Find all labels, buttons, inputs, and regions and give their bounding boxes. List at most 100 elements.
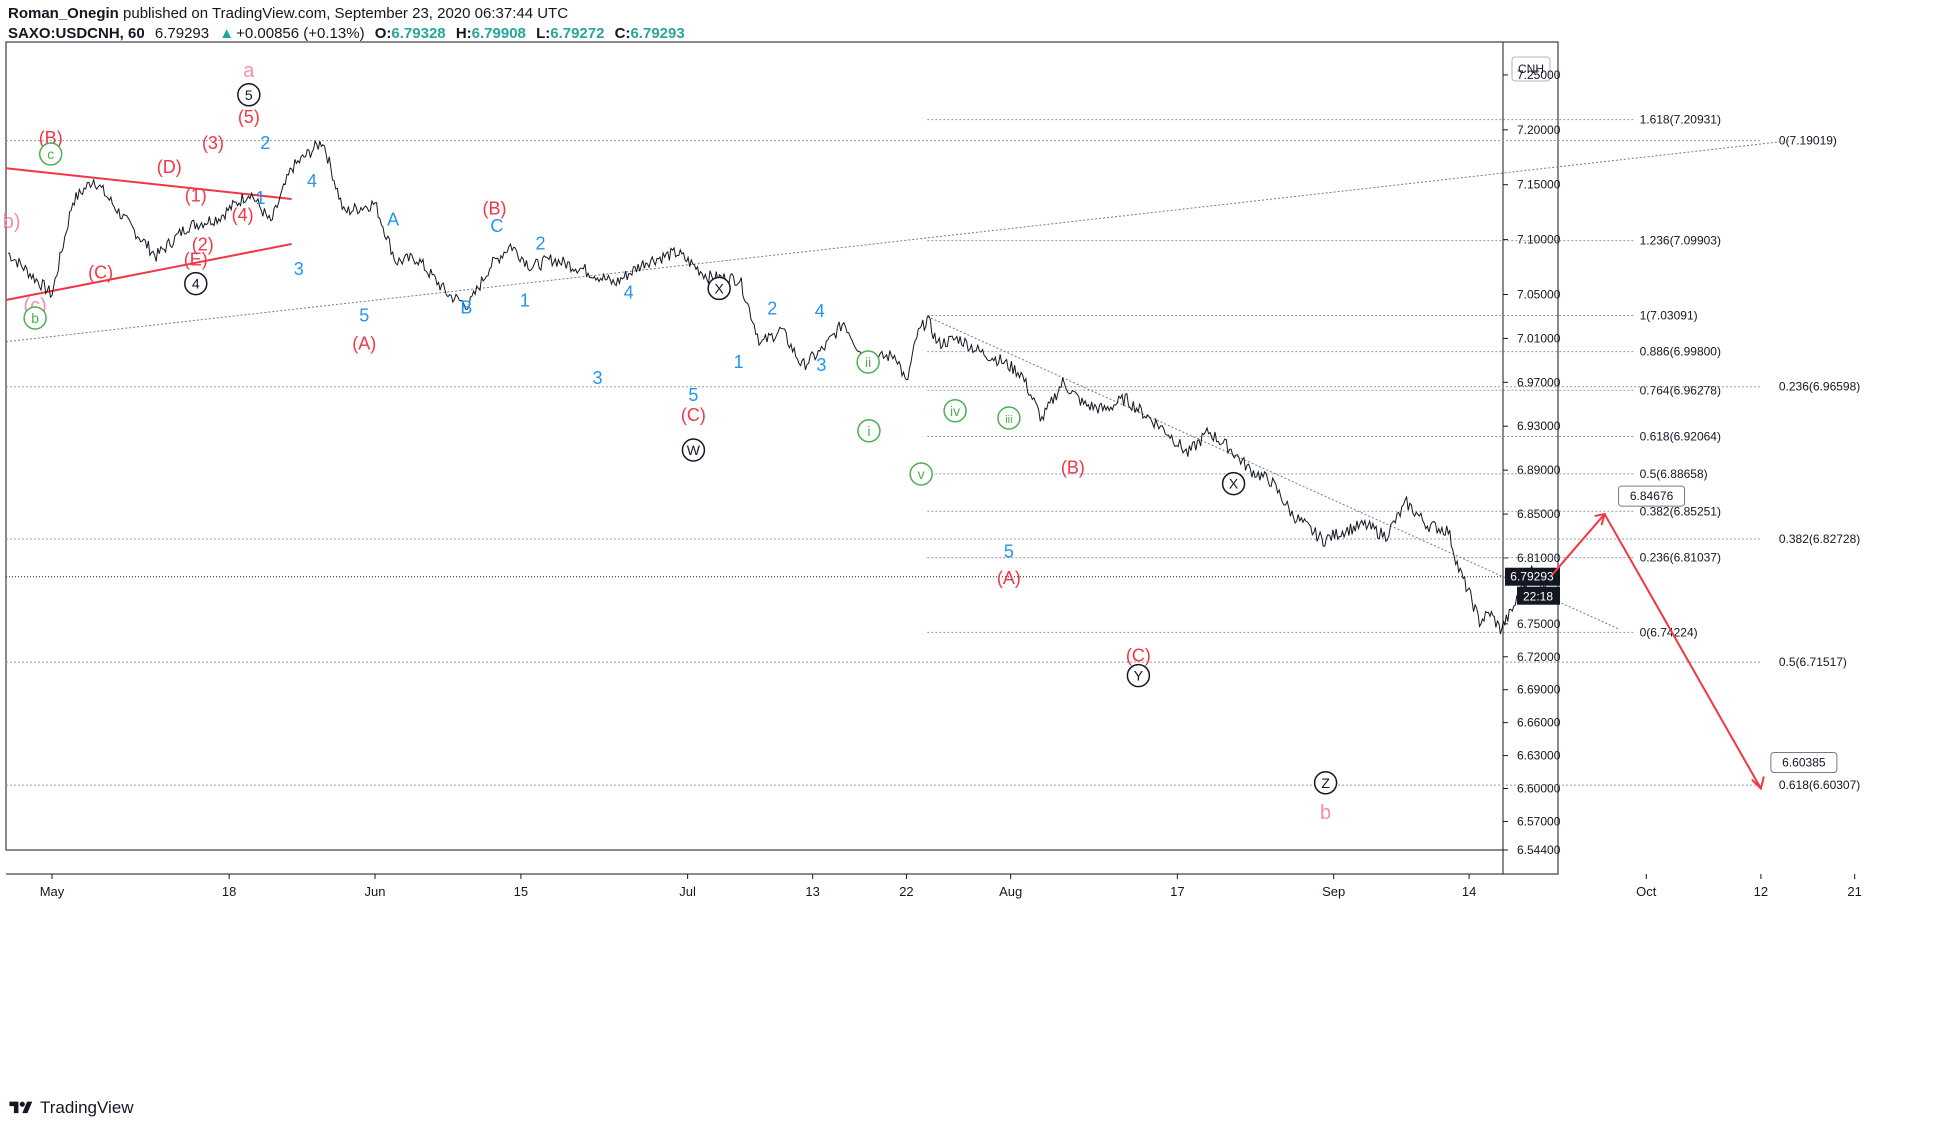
y-tick-label: 6.85000 — [1517, 507, 1561, 521]
wave-label: ii — [865, 354, 871, 370]
wave-label-circle — [237, 83, 261, 107]
y-tick-label: 6.72000 — [1517, 650, 1561, 664]
wave-label: iv — [950, 403, 960, 419]
author-name[interactable]: Roman_Onegin — [8, 5, 119, 22]
wave-label: (1) — [185, 186, 207, 206]
wave-label-circle — [856, 350, 880, 374]
footer-brand: TradingView — [40, 1098, 134, 1117]
last-price: 6.79293 — [154, 25, 210, 42]
low-label: L: — [536, 25, 551, 42]
y-tick-label: 7.20000 — [1517, 123, 1561, 137]
wave-label-circle — [1313, 771, 1338, 795]
price-callout-label: 6.84676 — [1630, 489, 1674, 503]
wave-label: 5 — [1004, 542, 1014, 562]
price-callout-box — [1770, 752, 1838, 774]
x-tick-label: Sep — [1322, 884, 1345, 899]
wave-label: (5) — [238, 107, 260, 127]
wave-label-circle — [23, 306, 47, 330]
arrowhead-down — [1751, 776, 1765, 791]
low-value: 6.79272 — [550, 25, 605, 42]
fib-level-label: 1.618(7.20931) — [1640, 113, 1721, 127]
x-tick-label: Jun — [365, 884, 386, 899]
projection-arrow-down — [1603, 513, 1762, 790]
fib-level-label: 0.5(6.88658) — [1640, 467, 1708, 481]
chart-header: Roman_Onegin published on TradingView.co… — [8, 4, 1408, 44]
wave-label: b — [31, 310, 39, 326]
channel-trendline — [927, 316, 1620, 630]
y-tick-label: 7.25000 — [1517, 68, 1561, 82]
wave-label: 3 — [816, 355, 826, 375]
wave-label: (3) — [202, 133, 224, 153]
wave-label: 3 — [294, 259, 304, 279]
tradingview-logo[interactable]: TradingView — [8, 1098, 134, 1118]
x-tick-label: 14 — [1462, 884, 1476, 899]
wave-label: (C) — [1126, 646, 1151, 666]
wave-label: 3 — [592, 368, 602, 388]
y-tick-label: 6.63000 — [1517, 749, 1561, 763]
y-tick-label: 7.01000 — [1517, 331, 1561, 345]
x-tick-label: Aug — [999, 884, 1022, 899]
y-tick-label: 6.69000 — [1517, 683, 1561, 697]
change-arrow-icon: ▲ — [219, 25, 235, 42]
wave-label: b) — [3, 211, 21, 233]
wave-label-circle — [38, 142, 63, 166]
currency-badge[interactable] — [1511, 56, 1551, 82]
open-label: O: — [374, 25, 392, 42]
x-tick-label: 18 — [222, 884, 236, 899]
wave-label: 2 — [767, 298, 777, 318]
symbol-label[interactable]: SAXO:USDCNH, 60 — [8, 25, 145, 42]
y-tick-label: 6.93000 — [1517, 419, 1561, 433]
wave-label: (D) — [157, 157, 182, 177]
wave-label: c — [47, 146, 54, 162]
x-tick-label: Oct — [1636, 884, 1657, 899]
wave-label: (B) — [483, 198, 507, 218]
price-series — [7, 139, 1553, 635]
wave-label-circle — [997, 406, 1021, 430]
x-tick-label: Jul — [679, 884, 696, 899]
wave-label: (2) — [192, 234, 214, 254]
ohlc-legend: SAXO:USDCNH, 60 6.79293 ▲ +0.00856 (+0.13… — [8, 24, 1408, 44]
price-callout-label: 6.60385 — [1782, 756, 1826, 770]
wave-label: (4) — [232, 205, 254, 225]
y-tick-label: 6.89000 — [1517, 463, 1561, 477]
y-tick-label: 6.97000 — [1517, 375, 1561, 389]
wave-label: (C) — [681, 405, 706, 425]
triangle-upper-line — [5, 167, 292, 200]
fib-far-label: 0.236(6.96598) — [1779, 380, 1860, 394]
fib-level-label: 1.236(7.09903) — [1640, 234, 1721, 248]
wave-label: 4 — [815, 301, 825, 321]
x-tick-label: 21 — [1847, 884, 1861, 899]
wave-label: 1 — [520, 290, 530, 310]
tradingview-logo-icon — [9, 1101, 33, 1114]
countdown-value: 22:18 — [1523, 590, 1553, 604]
y-tick-label: 6.75000 — [1517, 617, 1561, 631]
price-axis-frame — [1502, 41, 1559, 875]
y-tick-label: 7.10000 — [1517, 233, 1561, 247]
currency-label: CNH — [1518, 62, 1544, 76]
wave-label-circle — [707, 276, 731, 301]
y-tick-label: 7.15000 — [1517, 178, 1561, 192]
arrowhead-up — [1594, 512, 1606, 526]
wave-label: A — [387, 210, 399, 230]
change-value: +0.00856 (+0.13%) — [236, 25, 365, 42]
open-value: 6.79328 — [391, 25, 446, 42]
wave-label: (B) — [1061, 458, 1085, 478]
wave-label: 2 — [536, 234, 546, 254]
wave-label: X — [714, 280, 724, 296]
wave-label: b — [1320, 802, 1331, 824]
wave-label: (E) — [184, 250, 208, 270]
wave-label: 4 — [307, 171, 317, 191]
wave-label: 5 — [245, 87, 253, 103]
wave-label: Z — [1321, 775, 1330, 791]
wave-label-circle — [857, 419, 881, 443]
fib-far-label: 0.618(6.60307) — [1779, 778, 1860, 792]
wave-label: (A) — [352, 334, 376, 354]
wave-label: 1 — [256, 188, 266, 208]
high-value: 6.79908 — [471, 25, 526, 42]
y-tick-label: 6.57000 — [1517, 814, 1561, 828]
x-tick-label: May — [40, 884, 65, 899]
x-tick-label: 13 — [805, 884, 819, 899]
fib-level-label: 0(6.74224) — [1640, 625, 1698, 639]
wave-label-circle — [184, 271, 208, 296]
